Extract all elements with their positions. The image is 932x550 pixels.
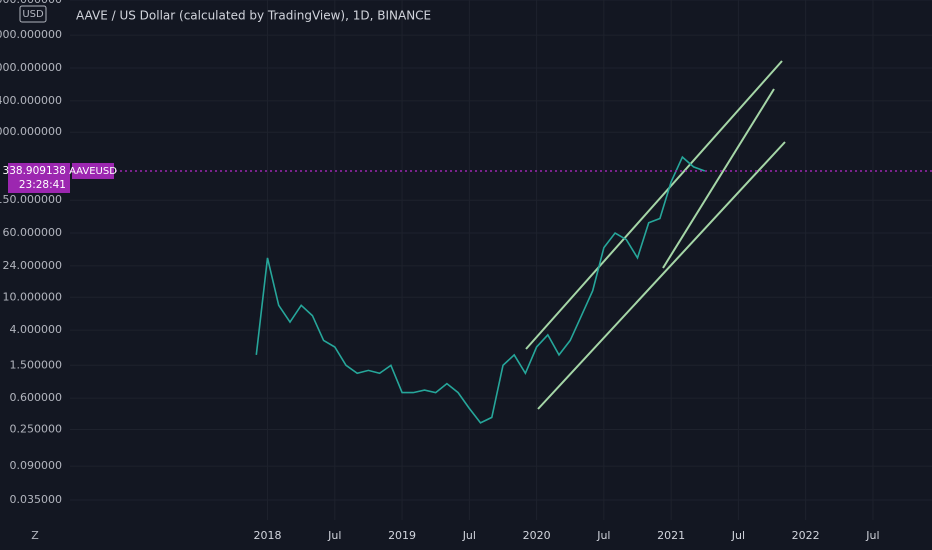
plot xyxy=(255,155,706,424)
y-tick-label: 6000.000000 xyxy=(0,61,62,74)
trend-line xyxy=(537,141,786,410)
x-tick-label: Jul xyxy=(327,529,341,542)
x-tick-label: 2022 xyxy=(792,529,820,542)
x-tick-label: 2020 xyxy=(523,529,551,542)
x-tick-label: Jul xyxy=(596,529,610,542)
price-line xyxy=(255,155,706,424)
y-tick-label: 40000.000000 xyxy=(0,0,62,6)
countdown: 23:28:41 xyxy=(19,179,66,191)
log-button[interactable]: Z xyxy=(31,529,39,542)
grid xyxy=(70,0,932,520)
y-tick-label: 0.600000 xyxy=(10,391,63,404)
y-tick-label: 1000.000000 xyxy=(0,125,62,138)
y-tick-label: 0.090000 xyxy=(10,459,63,472)
last-price-box xyxy=(8,162,70,193)
y-tick-label: 150.000000 xyxy=(0,193,62,206)
y-tick-label: 15000.000000 xyxy=(0,28,62,41)
x-tick-label: 2018 xyxy=(254,529,282,542)
y-tick-label: 10.000000 xyxy=(3,290,63,303)
y-tick-label: 60.000000 xyxy=(3,226,63,239)
currency: USD xyxy=(22,9,44,20)
symbol-label: AAVEUSD xyxy=(69,166,117,177)
symbol-box xyxy=(72,162,114,179)
trend-line xyxy=(662,88,775,269)
trend-line xyxy=(525,60,783,350)
currency-box xyxy=(19,5,47,23)
x-tick-label: 2021 xyxy=(657,529,685,542)
y-tick-label: 2400.000000 xyxy=(0,94,62,107)
x-tick-label: Jul xyxy=(865,529,879,542)
y-tick-label: 24.000000 xyxy=(3,259,63,272)
y-tick-label: 1.500000 xyxy=(10,358,63,371)
y-tick-label: 0.250000 xyxy=(10,422,63,435)
x-tick-label: Jul xyxy=(731,529,745,542)
chart-title: AAVE / US Dollar (calculated by TradingV… xyxy=(76,9,431,23)
x-tick-label: Jul xyxy=(462,529,476,542)
x-tick-label: 2019 xyxy=(388,529,416,542)
y-tick-label: 0.035000 xyxy=(10,493,63,506)
last-price-label: 338.909138 xyxy=(3,165,66,177)
y-tick-label: 4.000000 xyxy=(10,323,63,336)
